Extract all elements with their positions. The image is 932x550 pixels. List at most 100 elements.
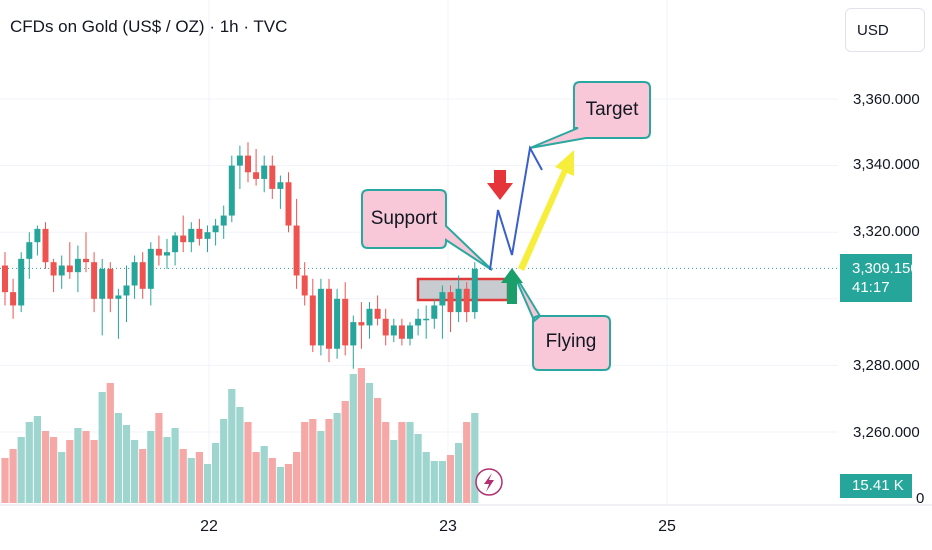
candle-body (439, 292, 446, 306)
green-up-arrow (501, 268, 523, 304)
candle-body (415, 318, 422, 326)
volume-bar (114, 413, 122, 503)
volume-bar (187, 458, 195, 503)
volume-bar (58, 452, 66, 503)
candle-body (366, 308, 373, 326)
projection-line (489, 144, 543, 271)
volume-bar (357, 368, 365, 503)
candle-body (220, 215, 227, 226)
candle-body (447, 292, 454, 313)
candle-body (390, 325, 397, 336)
volume-bar (1, 458, 9, 503)
volume-bar (41, 431, 50, 503)
volume-bar (252, 452, 260, 503)
volume-bar (463, 422, 471, 503)
price-label-3340: 3,340.000 (853, 156, 920, 173)
volume-bar (422, 452, 430, 503)
candle-body (431, 305, 438, 319)
volume-bar (365, 383, 374, 503)
volume-bar (33, 416, 41, 503)
volume-bar (9, 449, 17, 503)
volume-bar (122, 425, 131, 503)
volume-bar (203, 464, 212, 503)
volume-bar (414, 434, 422, 503)
volume-bar (438, 461, 446, 503)
volume-bar (179, 449, 187, 503)
candle-body (66, 265, 73, 273)
volume-bar (260, 446, 268, 503)
price-label-3360: 3,360.000 (853, 91, 920, 108)
candle-body (42, 228, 49, 263)
volume-bar (50, 437, 58, 503)
candle-body (358, 322, 365, 326)
candle-body (155, 248, 162, 256)
candle-body (58, 265, 65, 276)
volume-bar (471, 413, 479, 503)
price-label-3260: 3,260.000 (853, 424, 920, 441)
candle-body (245, 155, 251, 173)
volume-bar (446, 455, 455, 503)
candle-body (50, 262, 57, 276)
flying-callout-text: Flying (545, 331, 597, 352)
volume-bar (398, 422, 406, 503)
lightning-icon-bolt (484, 473, 494, 492)
candle-body (301, 275, 308, 296)
volume-bar (374, 398, 382, 503)
chart-title: CFDs on Gold (US$ / OZ) · 1h · TVC (10, 17, 288, 36)
candle-body (269, 165, 276, 189)
lightning-icon (475, 468, 503, 496)
candle-body (261, 165, 268, 179)
volume-bar (309, 419, 317, 503)
target-callout (529, 81, 651, 149)
candle-body (99, 268, 106, 299)
volume-bar (25, 422, 33, 503)
time-label-22: 22 (200, 518, 218, 535)
candle-body (285, 182, 292, 226)
candle-body (309, 295, 316, 346)
candle-body (34, 228, 41, 243)
volume-bar (284, 464, 293, 503)
candle-body (471, 268, 478, 313)
candle-body (131, 262, 138, 286)
candle-body (115, 295, 122, 299)
candle-body (18, 258, 25, 306)
volume-bar (82, 431, 90, 503)
volume-bar (195, 452, 203, 503)
volume-bar (341, 401, 349, 503)
volume-bar (171, 428, 179, 503)
candle-body (74, 258, 81, 273)
candle-body (204, 232, 211, 239)
candle-body (407, 325, 413, 339)
volume-bar (131, 440, 139, 503)
volume-bar (236, 407, 244, 503)
currency-button[interactable]: USD (845, 8, 925, 52)
volume-bar (406, 422, 414, 503)
flying-callout (511, 269, 611, 371)
volume-bar (333, 413, 341, 503)
red-down-arrow (487, 170, 513, 200)
candle-body (188, 228, 195, 243)
candle-body (382, 318, 389, 336)
target-callout-text: Target (585, 99, 639, 120)
volume-bar (139, 449, 147, 503)
volume-bar (228, 389, 236, 503)
candle-body (398, 325, 405, 339)
volume-bar (455, 443, 463, 503)
volume-bar (163, 437, 171, 503)
price-label-3320: 3,320.000 (853, 223, 920, 240)
volume-bar (66, 440, 74, 503)
volume-bar (390, 440, 398, 503)
candle-body (463, 288, 470, 313)
volume-bar (212, 443, 220, 503)
volume-bar (293, 452, 301, 503)
volume-bar (349, 374, 357, 503)
candle-body (172, 235, 179, 253)
candle-body (26, 242, 33, 259)
bar-countdown: 41:17 (852, 279, 890, 296)
candle-body (91, 262, 98, 299)
price-label-3280: 3,280.000 (853, 357, 920, 374)
volume-bar (244, 422, 252, 503)
candle-body (293, 225, 300, 276)
candle-body (164, 252, 170, 256)
